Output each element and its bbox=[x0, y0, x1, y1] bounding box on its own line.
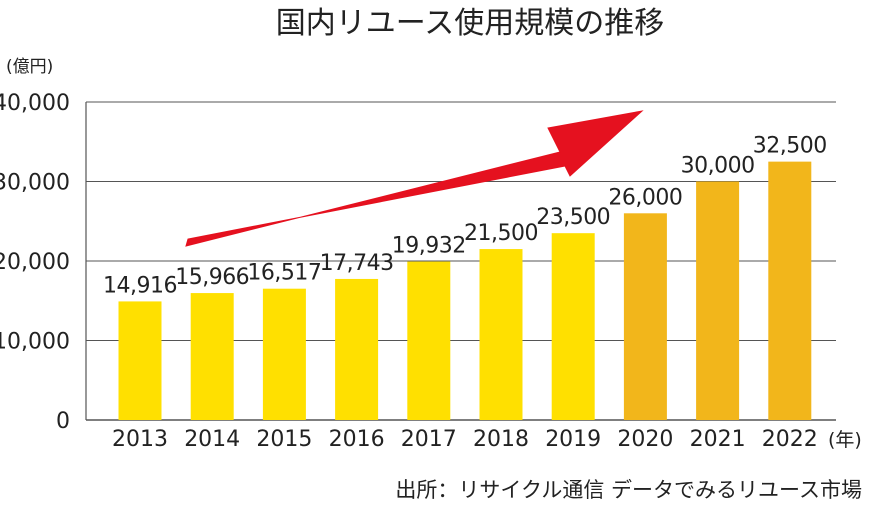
x-tick-label: 2017 bbox=[401, 427, 457, 452]
bar-2020 bbox=[623, 213, 667, 420]
data-labels: 14,91615,96616,51717,74319,93221,50023,5… bbox=[103, 134, 827, 299]
data-label-2021: 30,000 bbox=[681, 154, 755, 179]
data-label-2017: 19,932 bbox=[392, 234, 466, 259]
bar-2015 bbox=[262, 288, 306, 420]
bar-series bbox=[118, 161, 812, 420]
bar-2021 bbox=[696, 181, 740, 420]
x-tick-label: 2020 bbox=[617, 427, 673, 452]
bar-2022 bbox=[768, 161, 812, 420]
chart-title: 国内リユース使用規模の推移 bbox=[276, 6, 665, 41]
data-label-2019: 23,500 bbox=[536, 205, 610, 230]
bar-2019 bbox=[551, 233, 595, 420]
data-label-2022: 32,500 bbox=[753, 134, 827, 159]
y-tick-label: 10,000 bbox=[0, 330, 70, 355]
y-axis-ticks: 0 10,000 20,000 30,000 40,000 bbox=[0, 91, 70, 434]
x-tick-label: 2015 bbox=[256, 427, 312, 452]
bar-2017 bbox=[407, 261, 451, 420]
y-tick-label: 40,000 bbox=[0, 91, 70, 116]
x-tick-label: 2021 bbox=[690, 427, 746, 452]
x-tick-label: 2022 bbox=[762, 427, 818, 452]
x-axis-ticks: 2013 2014 2015 2016 2017 2018 2019 2020 2021 2022 bbox=[112, 427, 818, 452]
data-label-2014: 15,966 bbox=[175, 265, 249, 290]
x-tick-label: 2013 bbox=[112, 427, 168, 452]
x-tick-label: 2019 bbox=[545, 427, 601, 452]
data-label-2016: 17,743 bbox=[320, 251, 394, 276]
bar-2018 bbox=[479, 249, 523, 420]
x-axis-unit-label: (年) bbox=[828, 429, 862, 451]
x-tick-label: 2018 bbox=[473, 427, 529, 452]
bar-2013 bbox=[118, 301, 162, 420]
data-label-2018: 21,500 bbox=[464, 221, 538, 246]
x-tick-label: 2016 bbox=[329, 427, 385, 452]
bar-2014 bbox=[190, 293, 234, 420]
data-label-2020: 26,000 bbox=[608, 185, 682, 210]
data-label-2013: 14,916 bbox=[103, 273, 177, 298]
growth-arrow bbox=[185, 110, 644, 247]
y-tick-label: 30,000 bbox=[0, 171, 70, 196]
bar-2016 bbox=[335, 278, 379, 420]
y-tick-label: 20,000 bbox=[0, 250, 70, 275]
x-tick-label: 2014 bbox=[184, 427, 240, 452]
source-note: 出所：リサイクル通信 データでみるリユース市場 bbox=[395, 478, 862, 502]
y-axis-unit-label: (億円) bbox=[6, 57, 53, 77]
y-tick-label: 0 bbox=[56, 409, 70, 434]
data-label-2015: 16,517 bbox=[247, 261, 321, 286]
